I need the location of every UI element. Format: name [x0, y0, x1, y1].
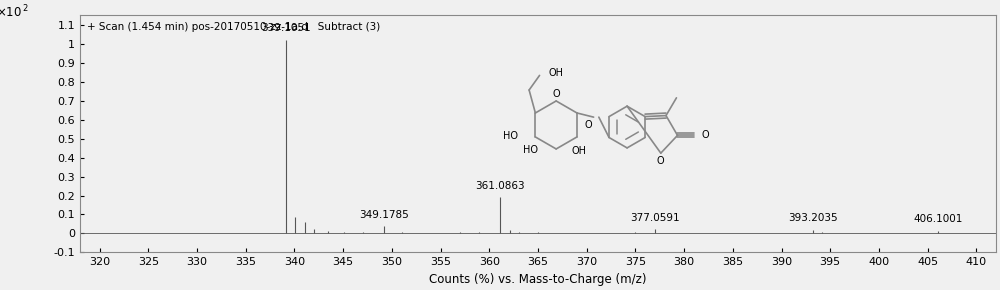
Text: 406.1001: 406.1001 — [914, 214, 963, 224]
X-axis label: Counts (%) vs. Mass-to-Charge (m/z): Counts (%) vs. Mass-to-Charge (m/z) — [429, 273, 647, 286]
Text: + Scan (1.454 min) pos-20170510-zz-1a.d   Subtract (3): + Scan (1.454 min) pos-20170510-zz-1a.d … — [87, 22, 381, 32]
Text: 339.1051: 339.1051 — [261, 23, 310, 33]
Text: 377.0591: 377.0591 — [631, 213, 680, 223]
Text: 361.0863: 361.0863 — [475, 181, 525, 191]
Text: $\times$10$\,^2$: $\times$10$\,^2$ — [0, 3, 30, 20]
Text: 349.1785: 349.1785 — [359, 210, 409, 220]
Text: 393.2035: 393.2035 — [788, 213, 838, 223]
